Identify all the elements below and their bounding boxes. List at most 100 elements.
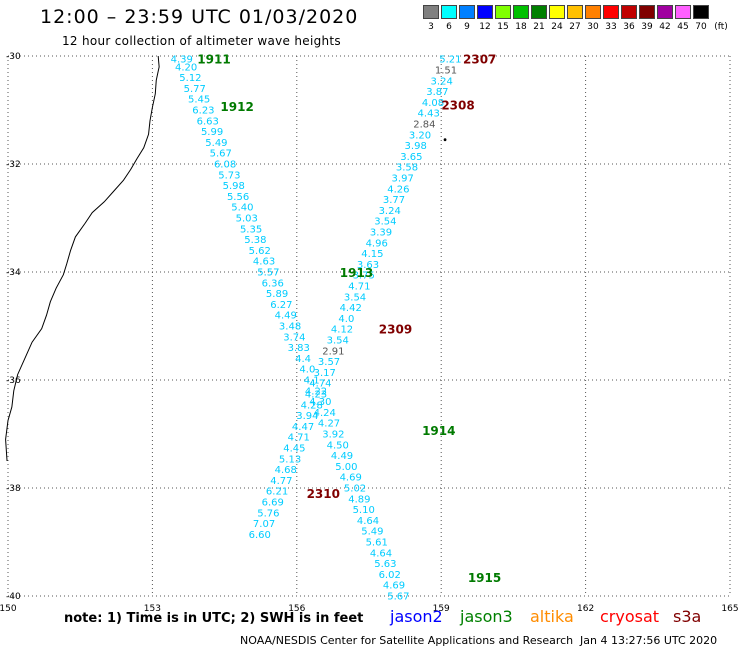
swh-value: 5.73 — [218, 170, 240, 181]
swh-value: 3.74 — [283, 332, 305, 343]
swh-value: 4.23 — [305, 390, 327, 401]
satellite-legend-jason2: jason2 — [390, 607, 443, 626]
swh-value: 4.26 — [387, 184, 409, 195]
scale-swatch — [567, 5, 583, 19]
swh-value: 5.12 — [179, 73, 201, 84]
swh-value: 5.77 — [184, 84, 206, 95]
swh-value: 4.47 — [292, 422, 314, 433]
swh-value: 4.43 — [418, 109, 440, 120]
swh-value: 4.42 — [340, 303, 362, 314]
swh-value: 6.23 — [192, 105, 214, 116]
swh-value: 5.49 — [361, 527, 383, 538]
scale-label: 24 — [551, 22, 563, 32]
island-marker — [443, 138, 447, 142]
pass-time-label: 1914 — [422, 424, 455, 438]
swh-value: 3.17 — [314, 368, 336, 379]
swh-value: 3.20 — [409, 130, 431, 141]
swh-value: 5.61 — [366, 537, 388, 548]
track-time-labels: 1911 1912 1913 1914 1915 2307 2308 2309 2310 — [197, 53, 501, 585]
lat-tick-label: -40 — [6, 592, 21, 602]
swh-value: 6.21 — [266, 487, 288, 498]
pass-time-label: 1913 — [340, 266, 373, 280]
swh-value: 3.48 — [279, 321, 301, 332]
pass-time-label: 2307 — [463, 53, 496, 67]
lon-tick-label: 153 — [144, 604, 161, 614]
swh-value: 5.00 — [335, 462, 357, 473]
scale-swatch — [603, 5, 619, 19]
swh-value: 4.30 — [309, 397, 331, 408]
lon-tick-label: 165 — [721, 604, 738, 614]
swh-value: 5.35 — [240, 224, 262, 235]
swh-value: 6.69 — [262, 498, 284, 509]
scale-label: 45 — [677, 22, 689, 32]
scale-label: 9 — [464, 22, 470, 32]
swh-value: 5.56 — [227, 192, 249, 203]
scale-swatch — [441, 5, 457, 19]
scale-label: 42 — [659, 22, 671, 32]
swh-value: 5.99 — [201, 127, 223, 138]
swh-value: 3.97 — [392, 174, 414, 185]
pass-time-label: 1912 — [220, 100, 253, 114]
lon-tick-label: 162 — [577, 604, 594, 614]
swh-value: 6.27 — [270, 300, 292, 311]
swh-value: 4.08 — [422, 98, 444, 109]
swh-value: 7.07 — [253, 519, 275, 530]
scale-swatch — [549, 5, 565, 19]
scale-label: 21 — [533, 22, 545, 32]
swh-value: 3.54 — [374, 217, 396, 228]
swh-value: 4.49 — [275, 311, 297, 322]
swh-value: 3.87 — [426, 87, 448, 98]
map-note: note: 1) Time is in UTC; 2) SWH is in fe… — [64, 611, 364, 626]
swh-value: 4.68 — [275, 465, 297, 476]
swh-value: 6.36 — [262, 278, 284, 289]
swh-value: 4.20 — [175, 62, 197, 73]
pass-time-label: 2308 — [441, 99, 474, 113]
lat-tick-label: -34 — [6, 268, 21, 278]
track-s3a-asc: 5.211.513.243.874.084.432.843.203.983.65… — [249, 55, 462, 541]
swh-value: 5.63 — [374, 559, 396, 570]
altimeter-tracks: 4.394.205.125.775.456.236.635.995.495.67… — [171, 55, 462, 603]
swh-value: 6.08 — [214, 159, 236, 170]
swh-value: 5.67 — [210, 149, 232, 160]
pass-time-label: 2310 — [307, 487, 340, 501]
swh-value: 3.94 — [296, 411, 318, 422]
swh-value: 3.63 — [357, 260, 379, 271]
satellite-legend-cryosat: cryosat — [600, 607, 660, 626]
scale-swatch — [639, 5, 655, 19]
satellite-legend-s3a: s3a — [673, 607, 702, 626]
swh-value: 5.40 — [231, 203, 253, 214]
map-grid — [7, 55, 731, 597]
satellite-legend-altika: altika — [530, 607, 574, 626]
pass-time-label: 2309 — [379, 323, 412, 337]
scale-label: 12 — [479, 22, 491, 32]
swh-value: 5.57 — [257, 267, 279, 278]
track-jason3-desc: 4.394.205.125.775.456.236.635.995.495.67… — [171, 55, 410, 603]
scale-swatch — [477, 5, 493, 19]
swh-value: 5.10 — [353, 505, 375, 516]
swh-value: 4.50 — [327, 440, 349, 451]
swh-value: 4.15 — [361, 249, 383, 260]
lat-tick-label: -30 — [6, 52, 21, 62]
swh-value: 5.89 — [266, 289, 288, 300]
swh-value: 2.84 — [413, 120, 435, 131]
scale-swatch — [693, 5, 709, 19]
swh-value: 4.96 — [366, 238, 388, 249]
swh-value: 3.54 — [327, 336, 349, 347]
pass-time-label: 1911 — [197, 53, 230, 67]
swh-value: 5.03 — [236, 213, 258, 224]
scale-swatch — [585, 5, 601, 19]
swh-value: 4.49 — [331, 451, 353, 462]
scale-swatch — [675, 5, 691, 19]
credit-text: NOAA/NESDIS Center for Satellite Applica… — [240, 634, 574, 647]
scale-label: 15 — [497, 22, 509, 32]
pass-time-label: 1915 — [468, 571, 501, 585]
scale-swatch — [495, 5, 511, 19]
swh-value: 4.45 — [283, 444, 305, 455]
swh-value: 4.27 — [318, 419, 340, 430]
scale-label: 36 — [623, 22, 635, 32]
swh-value: 4.63 — [253, 257, 275, 268]
swh-value: 4.77 — [270, 476, 292, 487]
swh-value: 4.0 — [299, 365, 315, 376]
lat-tick-label: -32 — [6, 160, 21, 170]
